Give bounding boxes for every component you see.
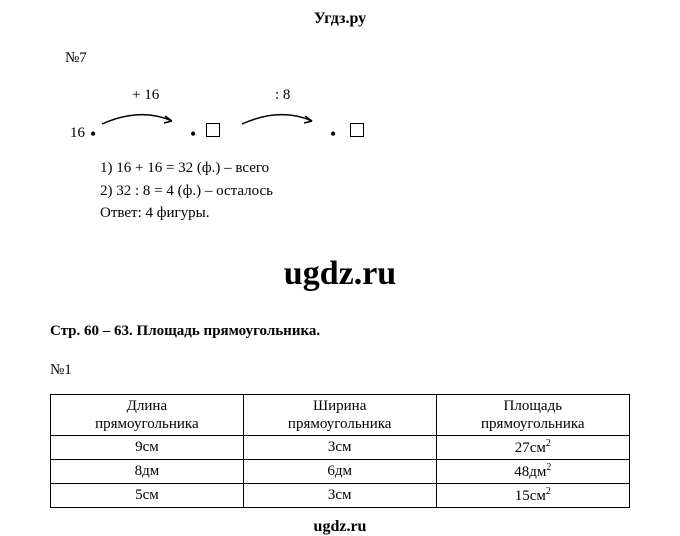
table-cell: 6дм [243,459,436,483]
watermark-large: ugdz.ru [50,255,630,293]
diagram-box-1 [206,123,220,137]
diagram-arrow-2 [240,109,320,129]
table-cell: 3см [243,483,436,507]
diagram-arrow-1 [100,109,180,129]
table-cell: 27см2 [436,435,629,459]
diagram-op-2: : 8 [275,87,290,104]
table-cell: 8дм [51,459,244,483]
table-cell: 48дм2 [436,459,629,483]
problem-7-diagram: 16 • + 16 • : 8 • [50,87,630,157]
table-cell: 5см [51,483,244,507]
table-cell: 15см2 [436,483,629,507]
problem-7-label: №7 [50,50,630,67]
table-header-cell: Ширинапрямоугольника [243,394,436,435]
solution-line: 1) 16 + 16 = 32 (ф.) – всего [100,157,630,180]
diagram-dot-2: • [190,125,196,143]
diagram-op-1: + 16 [132,87,159,104]
problem-7-solution: 1) 16 + 16 = 32 (ф.) – всего 2) 32 : 8 =… [50,157,630,225]
diagram-dot-3: • [330,125,336,143]
table-row: 5см3см15см2 [51,483,630,507]
table-row: 9см3см27см2 [51,435,630,459]
table-row: 8дм6дм48дм2 [51,459,630,483]
table-header-cell: Площадьпрямоугольника [436,394,629,435]
table-cell: 9см [51,435,244,459]
table-header-row: Длинапрямоугольника Ширинапрямоугольника… [51,394,630,435]
section-heading: Стр. 60 – 63. Площадь прямоугольника. [50,323,630,340]
watermark-small: ugdz.ru [50,518,630,536]
diagram-start-value: 16 [70,125,85,142]
solution-line: Ответ: 4 фигуры. [100,202,630,225]
data-table: Длинапрямоугольника Ширинапрямоугольника… [50,394,630,508]
diagram-box-2 [350,123,364,137]
solution-line: 2) 32 : 8 = 4 (ф.) – осталось [100,180,630,203]
table-header-cell: Длинапрямоугольника [51,394,244,435]
diagram-dot-1: • [90,125,96,143]
table-cell: 3см [243,435,436,459]
site-header: Угдз.ру [50,10,630,28]
table-body: 9см3см27см28дм6дм48дм25см3см15см2 [51,435,630,507]
problem-1-label: №1 [50,362,630,379]
rectangle-table: Длинапрямоугольника Ширинапрямоугольника… [50,394,630,508]
